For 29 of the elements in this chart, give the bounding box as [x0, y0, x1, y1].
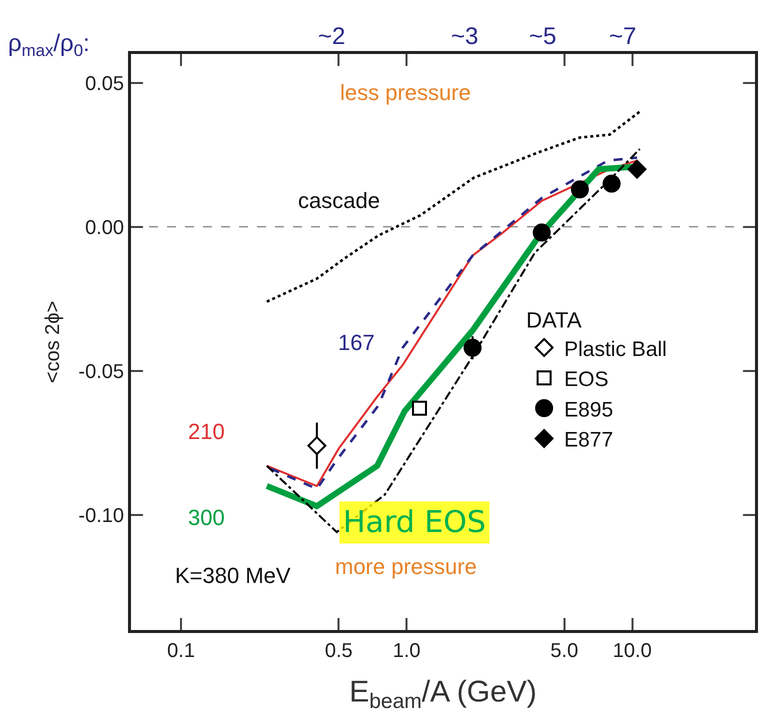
text: ~2 — [318, 23, 346, 50]
y-tick-label: 0.05 — [85, 72, 124, 95]
x-tick-label: 0.1 — [167, 640, 195, 662]
x-tick-label: 10.0 — [612, 640, 652, 662]
x-tick-label: 1.0 — [392, 640, 421, 662]
x-tick-label: 5.0 — [550, 640, 578, 662]
text: ~5 — [529, 23, 556, 50]
x-axis-title: E$_{beam}$/A (GeV) — [349, 676, 537, 713]
series-label: cascade — [298, 188, 380, 213]
annotation: less pressure — [340, 80, 471, 105]
legend-title: DATA — [526, 307, 582, 332]
legend-label: Plastic Ball — [564, 338, 667, 361]
text: ρ$_{max}$/ρ$_{0}$: — [8, 30, 90, 60]
text: ~7 — [609, 23, 636, 50]
legend-label: E895 — [564, 398, 614, 422]
text: K=380 MeV — [175, 563, 291, 588]
annotation: Hard EOS — [343, 505, 486, 540]
y-tick-label: 0.00 — [85, 216, 124, 239]
legend-label: E877 — [564, 428, 614, 452]
x-tick-label: 0.5 — [324, 640, 353, 662]
y-axis-title: <cos 2ϕ> — [42, 300, 64, 384]
y-tick-label: -0.10 — [78, 504, 124, 527]
annotation: more pressure — [335, 554, 477, 579]
text: ~3 — [451, 23, 478, 50]
text: 300 — [188, 505, 225, 530]
y-tick-label: -0.05 — [78, 360, 124, 383]
text: 210 — [188, 419, 225, 444]
series-label: 167 — [338, 330, 375, 355]
legend-label: EOS — [564, 368, 608, 392]
